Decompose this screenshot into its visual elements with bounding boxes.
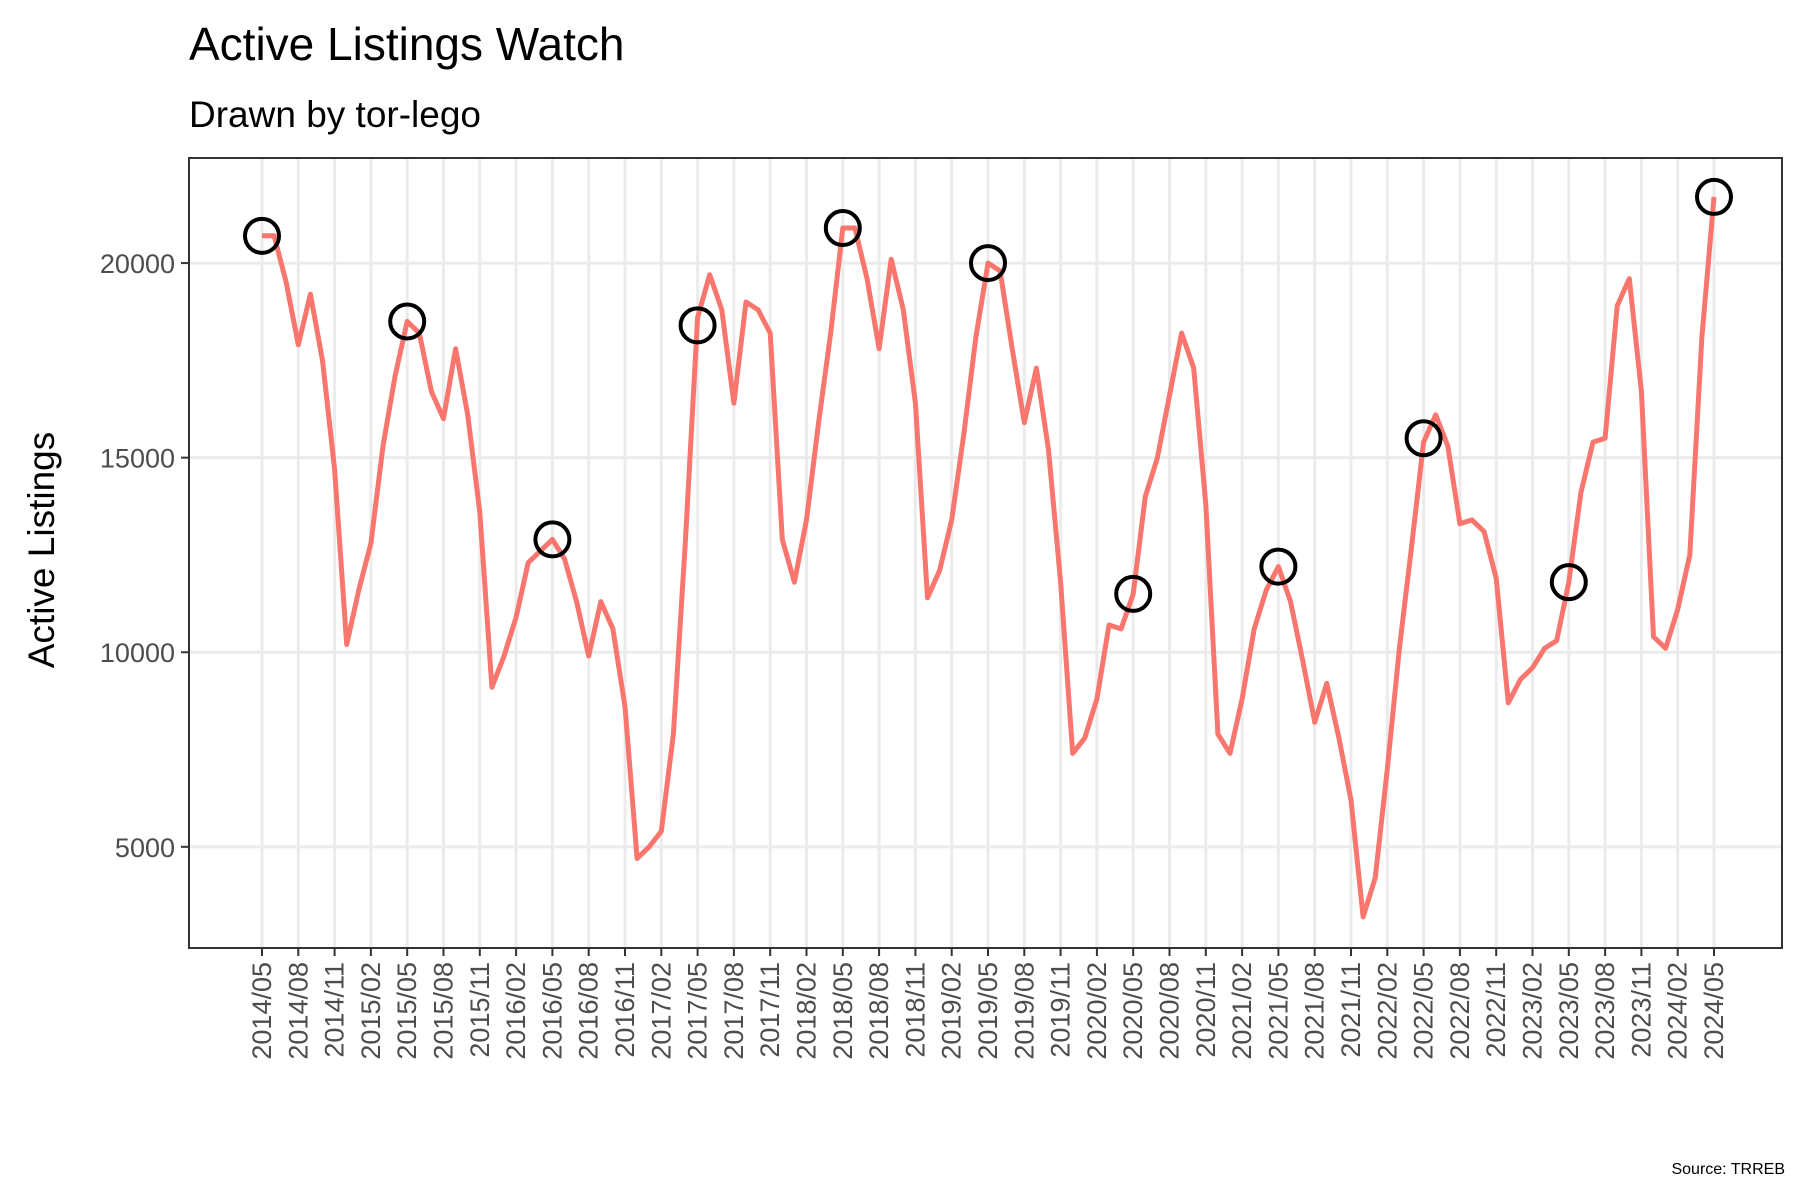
x-tick-label: 2019/11: [1046, 962, 1076, 1058]
highlight-marker: [678, 306, 717, 345]
x-tick-label: 2018/08: [864, 962, 894, 1060]
x-tick-label: 2023/11: [1626, 962, 1656, 1058]
highlight-marker: [1404, 419, 1443, 458]
x-tick-label: 2020/11: [1191, 962, 1221, 1058]
x-tick-label: 2022/02: [1372, 962, 1402, 1060]
x-tick-label: 2024/05: [1699, 962, 1729, 1060]
highlight-marker: [243, 216, 281, 255]
x-tick-label: 2016/02: [501, 962, 531, 1060]
x-tick-label: 2020/08: [1155, 962, 1185, 1060]
y-axis: 5000 10000 15000 20000: [100, 249, 189, 863]
chart-subtitle: Drawn by tor-lego: [189, 94, 481, 135]
x-tick-label: 2016/11: [610, 962, 640, 1058]
grid-lines: [189, 158, 1782, 948]
highlight-markers: [243, 177, 1733, 613]
y-tick-label: 20000: [100, 249, 175, 279]
x-tick-label: 2016/05: [537, 962, 567, 1060]
x-tick-label: 2021/05: [1263, 962, 1293, 1060]
x-tick-label: 2015/08: [429, 962, 459, 1060]
x-tick-label: 2021/02: [1227, 962, 1257, 1060]
y-tick-label: 15000: [100, 444, 175, 474]
x-tick-label: 2022/11: [1481, 962, 1511, 1058]
x-tick-label: 2018/05: [828, 962, 858, 1060]
x-tick-label: 2021/08: [1300, 962, 1330, 1060]
x-tick-label: 2020/02: [1082, 962, 1112, 1060]
highlight-marker: [388, 302, 427, 341]
x-tick-label: 2019/08: [1009, 962, 1039, 1060]
x-tick-label: 2016/08: [574, 962, 604, 1060]
x-tick-label: 2019/05: [973, 962, 1003, 1060]
x-tick-label: 2017/11: [755, 962, 785, 1058]
highlight-marker: [1549, 563, 1588, 602]
x-tick-label: 2015/05: [392, 962, 422, 1060]
y-tick-label: 10000: [100, 638, 175, 668]
highlight-marker: [533, 520, 572, 559]
series-lines: [262, 196, 1717, 920]
series-line-0: [262, 196, 1717, 920]
x-tick-label: 2023/02: [1518, 962, 1548, 1060]
x-tick-label: 2017/05: [683, 962, 713, 1060]
x-tick-label: 2022/08: [1445, 962, 1475, 1060]
y-axis-label: Active Listings: [21, 432, 62, 669]
x-tick-label: 2023/05: [1554, 962, 1584, 1060]
x-tick-label: 2015/02: [356, 962, 386, 1060]
x-tick-label: 2014/05: [247, 962, 277, 1060]
x-tick-label: 2021/11: [1336, 962, 1366, 1058]
x-tick-label: 2019/02: [937, 962, 967, 1060]
highlight-marker: [1259, 547, 1298, 586]
x-tick-label: 2017/08: [719, 962, 749, 1060]
x-tick-label: 2023/08: [1590, 962, 1620, 1060]
y-tick-label: 5000: [115, 833, 175, 863]
plot-panel: [188, 157, 1783, 949]
highlight-marker: [969, 244, 1007, 283]
x-tick-label: 2018/02: [792, 962, 822, 1060]
x-tick-label: 2014/11: [320, 962, 350, 1058]
highlight-marker: [1114, 574, 1153, 613]
x-tick-label: 2017/02: [646, 962, 676, 1060]
source-caption: Source: TRREB: [1671, 1161, 1785, 1178]
x-axis: 2014/05 2014/08 2014/11 2015/02 2015/05 2015/…: [247, 948, 1729, 1060]
x-tick-label: 2014/08: [283, 962, 313, 1060]
x-tick-label: 2024/02: [1663, 962, 1693, 1060]
x-tick-label: 2018/11: [900, 962, 930, 1058]
x-tick-label: 2015/11: [465, 962, 495, 1058]
chart-title: Active Listings Watch: [189, 18, 624, 70]
highlight-marker: [823, 209, 862, 248]
highlight-marker: [1695, 177, 1733, 216]
x-tick-label: 2020/05: [1118, 962, 1148, 1060]
x-tick-label: 2022/05: [1409, 962, 1439, 1060]
